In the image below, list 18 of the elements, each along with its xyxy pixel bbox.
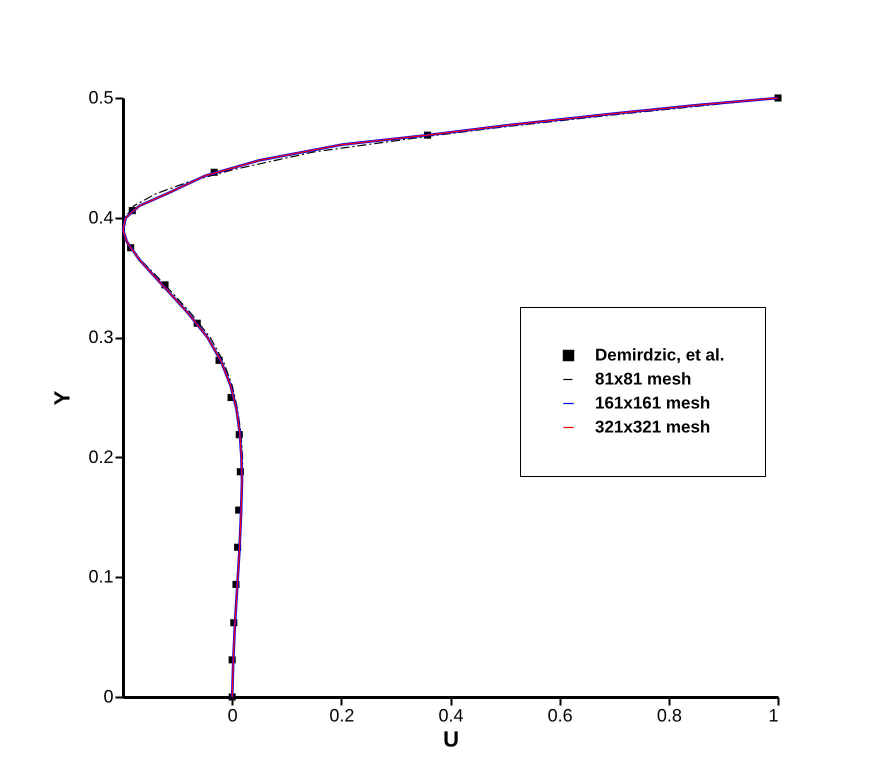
- x-axis-title: U: [443, 726, 459, 752]
- x-tick-label: 0.4: [438, 706, 464, 726]
- legend-label: 161x161 mesh: [595, 394, 710, 412]
- y-tick-label: 0.5: [88, 88, 114, 108]
- legend-label: 81x81 mesh: [595, 370, 692, 388]
- y-tick-label: 0.1: [88, 566, 114, 587]
- y-tick-label: 0.3: [88, 327, 114, 348]
- y-tick-label: 0: [103, 686, 114, 706]
- x-tick-label: 0.8: [656, 706, 682, 726]
- legend-label: Demirdzic, et al.: [595, 346, 724, 364]
- x-tick-label: 1: [768, 706, 778, 726]
- x-tick-label: 0.2: [329, 706, 354, 726]
- x-tick-label: 0: [228, 706, 238, 726]
- y-tick-label: 0.2: [88, 446, 114, 467]
- y-axis-title: Y: [49, 390, 74, 406]
- y-tick-label: 0.4: [88, 207, 114, 228]
- x-tick-label: 0.6: [548, 706, 573, 726]
- legend-label: 321x321 mesh: [595, 418, 710, 436]
